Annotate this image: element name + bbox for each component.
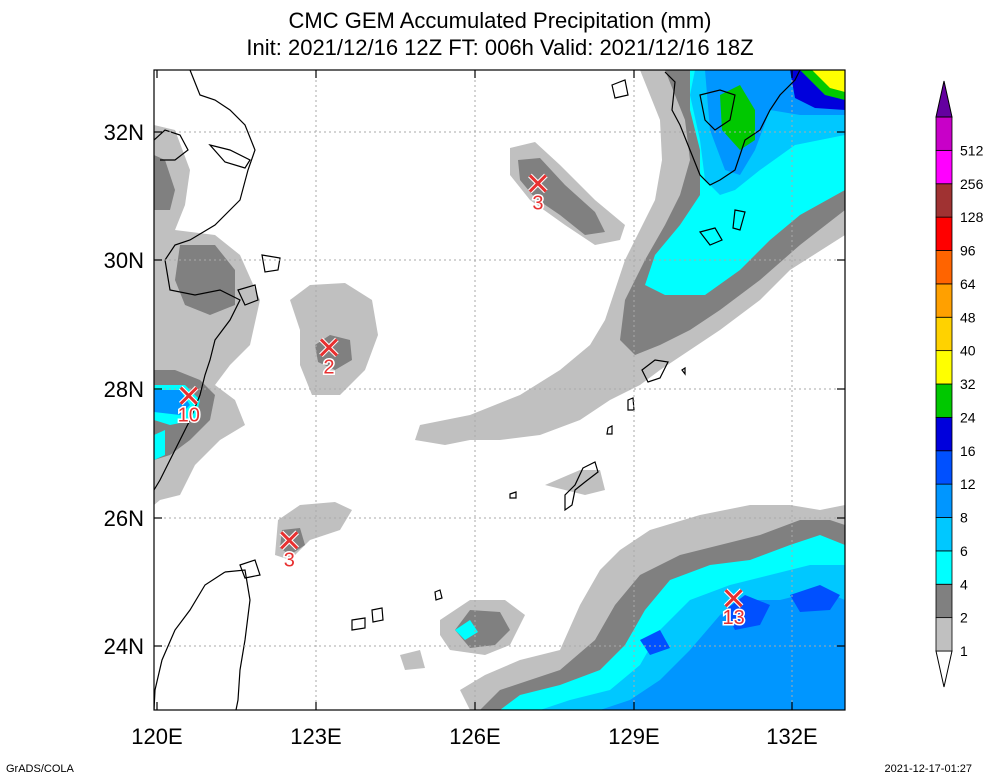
lon-label-123e: 123E <box>290 724 341 749</box>
colorbar-swatch <box>935 583 953 619</box>
lon-label-126e: 126E <box>449 724 500 749</box>
map-subtitle: Init: 2021/12/16 12Z FT: 006h Valid: 202… <box>246 35 754 60</box>
precip-area-green-ne <box>720 85 755 150</box>
colorbar-level-label: 2 <box>960 610 968 626</box>
lat-label-24n: 24N <box>104 634 144 659</box>
colorbar-level-label: 48 <box>960 309 976 325</box>
precip-area-dark-west <box>154 155 175 210</box>
lon-label-129e: 129E <box>608 724 659 749</box>
colorbar-swatch <box>935 617 953 652</box>
colorbar-swatch <box>935 183 953 218</box>
colorbar-level-label: 32 <box>960 376 976 392</box>
marker-cross <box>319 338 338 357</box>
footer-timestamp: 2021-12-17-01:27 <box>884 763 972 775</box>
precip-area-navy-south3 <box>640 630 670 655</box>
colorbar-swatch <box>935 517 953 552</box>
colorbar-level-label: 4 <box>960 576 968 592</box>
colorbar-level-label: 16 <box>960 443 976 459</box>
lat-label-32n: 32N <box>104 120 144 145</box>
colorbar-swatch <box>935 350 953 385</box>
graticule <box>154 70 845 710</box>
precip-area-cyan-west2 <box>154 430 165 460</box>
precip-area-cyan-south2 <box>455 620 478 640</box>
marker-value: 13 <box>722 607 744 629</box>
precip-area-blue-west <box>154 390 190 415</box>
map-frame <box>153 69 846 711</box>
colorbar-swatch <box>935 416 953 452</box>
colorbar-swatch <box>935 316 953 352</box>
colorbar-level-label: 512 <box>960 142 984 158</box>
marker-value: 3 <box>284 549 295 571</box>
colorbar-level-label: 1 <box>960 643 968 659</box>
colorbar-lower-triangle <box>935 650 953 688</box>
precip-area-deep-south <box>600 590 845 710</box>
marker-cross <box>528 174 547 193</box>
marker-value: 10 <box>178 405 200 427</box>
lat-labels: 32N 30N 28N 26N 24N <box>104 120 144 659</box>
lat-label-30n: 30N <box>104 248 144 273</box>
colorbar-upper-triangle <box>935 80 953 118</box>
colorbar-swatch <box>935 450 953 485</box>
colorbar-swatch <box>935 216 953 251</box>
colorbar-level-label: 12 <box>960 476 976 492</box>
colorbar-level-label: 96 <box>960 243 976 259</box>
maximum-marker: 3 <box>279 530 300 573</box>
colorbar-swatch <box>935 250 953 285</box>
precip-area-light-mid2 <box>400 650 425 670</box>
lon-labels: 120E 123E 126E 129E 132E <box>131 724 817 749</box>
colorbar-level-label: 256 <box>960 176 984 192</box>
lon-label-120e: 120E <box>131 724 182 749</box>
colorbar-swatch <box>935 116 953 151</box>
colorbar-swatch <box>935 283 953 318</box>
lat-label-28n: 28N <box>104 377 144 402</box>
marker-cross <box>280 531 299 550</box>
precip-area-dark-31n <box>518 158 605 235</box>
colorbar-swatch <box>935 149 953 185</box>
map-title: CMC GEM Accumulated Precipitation (mm) <box>288 8 712 33</box>
colorbar-swatch <box>935 550 953 585</box>
precip-area-yellow-ne <box>812 70 845 92</box>
colorbar-level-label: 40 <box>960 343 976 359</box>
colorbar-level-label: 6 <box>960 543 968 559</box>
marker-value: 2 <box>323 356 334 378</box>
precip-area-navy-south2 <box>790 585 840 612</box>
precip-area-light-mid <box>545 470 605 495</box>
marker-cross <box>724 589 743 608</box>
maximum-marker: 3 <box>528 173 548 216</box>
maximum-marker: 2 <box>319 337 339 380</box>
maxima-markers: 3 2 10 3 13 <box>176 173 746 631</box>
colorbar-level-label: 24 <box>960 409 976 425</box>
colorbar-level-label: 8 <box>960 510 968 526</box>
axis-ticks <box>154 70 845 710</box>
precip-area-dark-south2 <box>455 610 510 648</box>
marker-value: 3 <box>532 192 543 214</box>
marker-cross <box>179 386 198 405</box>
maximum-marker: 10 <box>176 385 201 428</box>
colorbar-level-label: 64 <box>960 276 976 292</box>
colorbar-swatch <box>935 483 953 518</box>
colorbar-swatch <box>935 383 953 418</box>
footer-credit: GrADS/COLA <box>6 763 74 775</box>
maximum-marker: 13 <box>721 588 746 631</box>
lat-label-26n: 26N <box>104 506 144 531</box>
colorbar-level-label: 128 <box>960 209 984 225</box>
precip-area-dark-west2 <box>175 245 235 315</box>
coastlines <box>154 70 801 710</box>
lon-label-132e: 132E <box>766 724 817 749</box>
